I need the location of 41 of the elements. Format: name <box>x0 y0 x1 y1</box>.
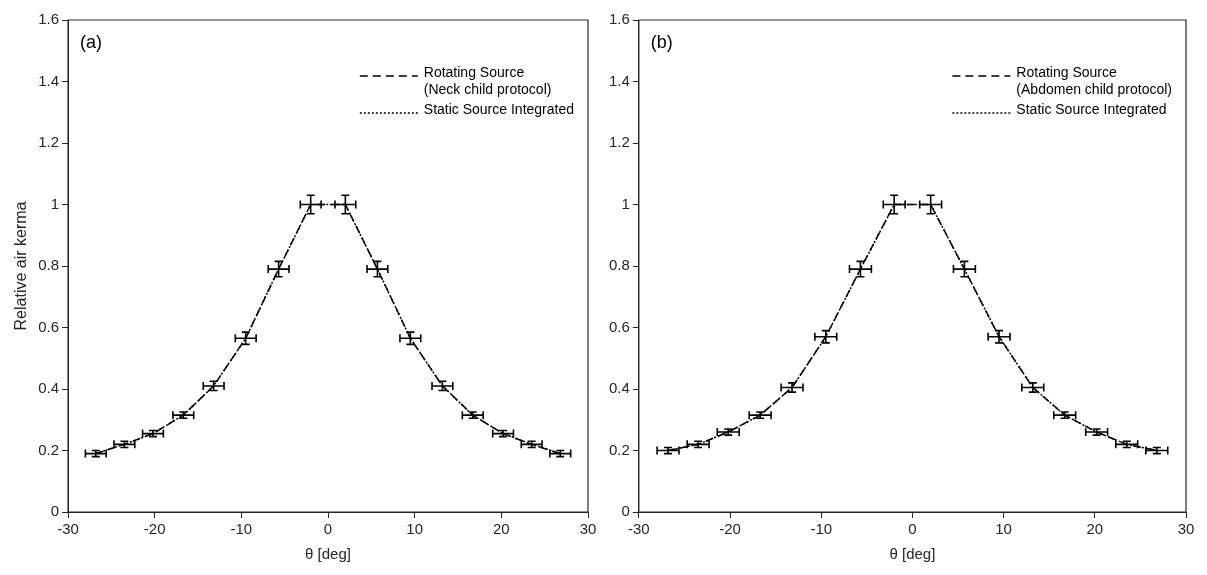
y-tick-label: 1.2 <box>608 133 630 151</box>
y-axis-title: Relative air kerma <box>12 201 30 331</box>
x-axis-title: θ [deg] <box>305 545 351 563</box>
x-tick-label: -30 <box>628 520 650 538</box>
x-tick-label: 10 <box>406 520 424 538</box>
x-tick-label: -20 <box>143 520 166 538</box>
x-tick-label: 30 <box>579 520 597 538</box>
x-tick-label: -30 <box>57 520 79 538</box>
y-tick-label: 1 <box>621 194 630 212</box>
y-tick-label: 0.6 <box>38 317 60 335</box>
y-tick-label: 0.4 <box>608 379 630 397</box>
annotation: (a) <box>80 31 103 52</box>
y-tick-label: 1.6 <box>38 10 60 28</box>
x-axis-title: θ [deg] <box>889 545 936 563</box>
x-tick-label: 20 <box>1086 520 1104 538</box>
x-tick-label: 10 <box>995 520 1012 538</box>
legend-label: Rotating Source (Abdomen child protocol) <box>1016 63 1173 97</box>
y-tick-label: 0.8 <box>38 256 60 274</box>
y-tick-label: 0 <box>50 502 60 520</box>
y-tick-label: 1 <box>50 194 60 212</box>
y-tick-label: 0.2 <box>608 440 630 458</box>
x-tick-label: 0 <box>908 520 917 538</box>
x-tick-label: 0 <box>323 520 333 538</box>
y-tick-label: 0.6 <box>608 317 630 335</box>
y-tick-label: 0.8 <box>608 256 630 274</box>
annotation: (b) <box>650 31 673 52</box>
y-tick-label: 1.2 <box>38 133 60 151</box>
x-tick-label: 20 <box>493 520 510 538</box>
y-tick-label: 1.4 <box>38 71 60 89</box>
y-tick-label: 0 <box>621 502 630 520</box>
x-tick-label: -10 <box>230 520 253 538</box>
legend-label: Rotating Source (Neck child protocol) <box>423 63 552 97</box>
legend-label: Static Source Integrated <box>1016 100 1167 117</box>
y-tick-label: 0.4 <box>38 379 60 397</box>
y-tick-label: 1.4 <box>608 71 630 89</box>
x-tick-label: -20 <box>719 520 741 538</box>
y-tick-label: 0.2 <box>38 440 60 458</box>
x-tick-label: 30 <box>1177 520 1195 538</box>
x-tick-label: -10 <box>810 520 833 538</box>
legend-label: Static Source Integrated <box>423 100 574 117</box>
y-tick-label: 1.6 <box>608 10 630 28</box>
